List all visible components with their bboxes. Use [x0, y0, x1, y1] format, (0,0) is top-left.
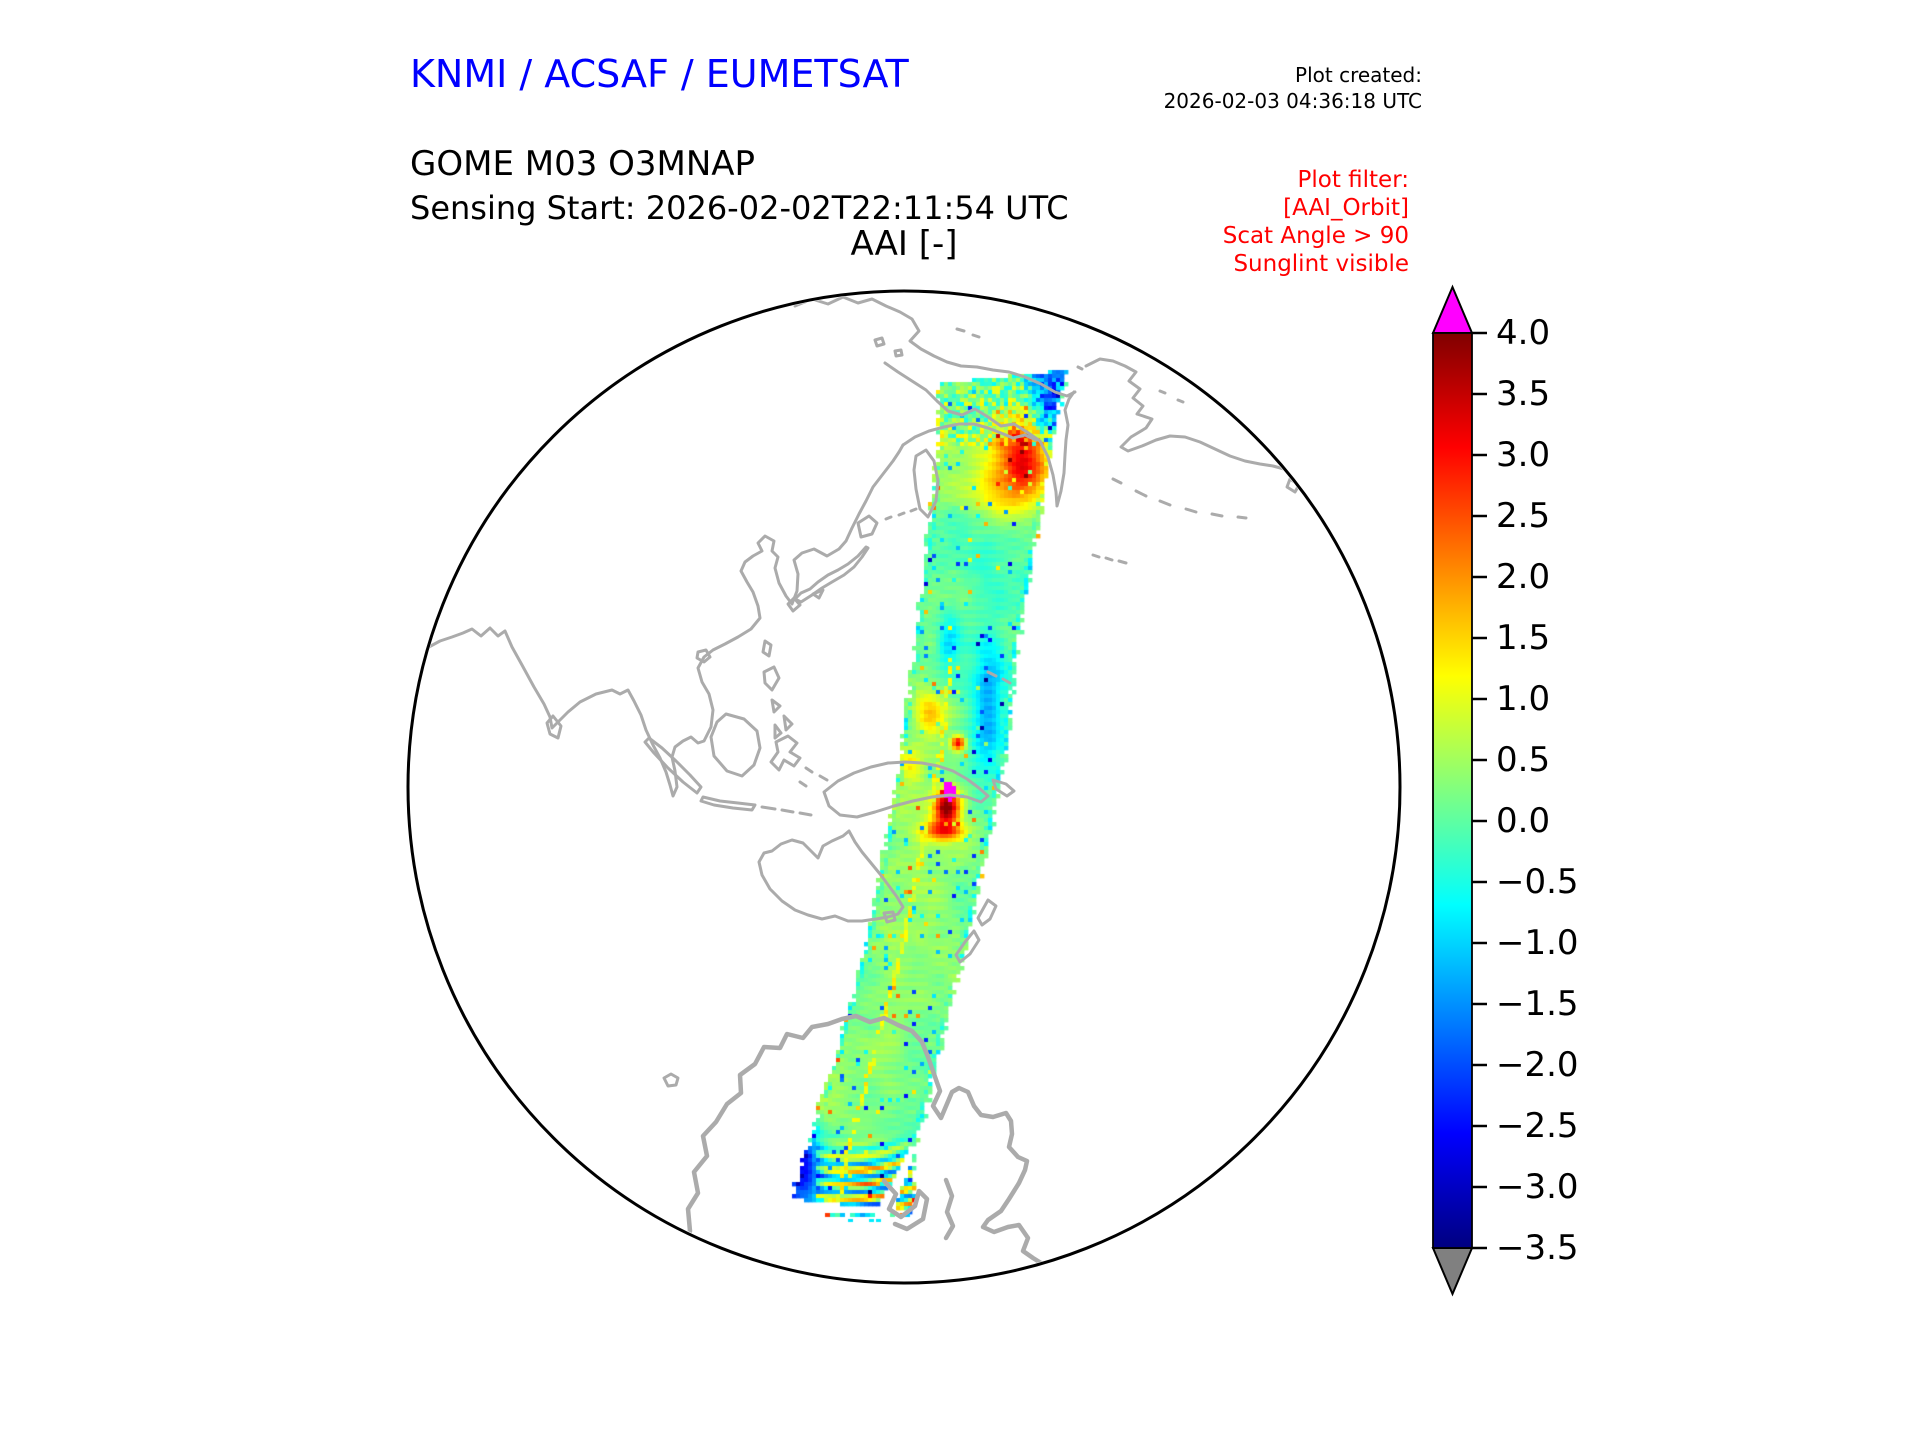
institution-title: KNMI / ACSAF / EUMETSAT: [410, 52, 909, 96]
plot-created: Plot created: 2026-02-03 04:36:18 UTC: [1164, 62, 1422, 114]
coastline-path: [695, 648, 712, 664]
colorbar-tick-label: −1.5: [1496, 984, 1579, 1024]
colorbar-tick-label: 3.5: [1496, 374, 1550, 414]
coastline-path: [986, 670, 998, 678]
colorbar-gradient-bar: [1432, 332, 1473, 1249]
coastline-path: [762, 665, 781, 692]
antarctica-coastline: [665, 1013, 1051, 1278]
coastline-path: [901, 422, 1038, 447]
coastline-path: [1111, 477, 1123, 485]
plot-filter: Plot filter: [AAI_Orbit] Scat Angle > 90…: [1223, 166, 1409, 278]
antarctica-coastline: [943, 1177, 956, 1241]
colorbar-tick-label: −1.0: [1496, 923, 1579, 963]
coastline-path: [804, 766, 814, 774]
coastline-path: [1236, 515, 1248, 520]
coastline-path: [1158, 499, 1172, 507]
coastline-path: [811, 588, 825, 600]
colorbar-tick-label: −2.5: [1496, 1106, 1579, 1146]
plot-created-value: 2026-02-03 04:36:18 UTC: [1163, 89, 1422, 113]
coastline-path: [1117, 559, 1128, 565]
colorbar-tick-label: −3.5: [1496, 1228, 1579, 1268]
coastline-path: [1091, 553, 1101, 559]
coastline-path: [883, 361, 1076, 508]
coastline-path: [856, 514, 879, 539]
sensing-start: Sensing Start: 2026-02-02T22:11:54 UTC: [410, 189, 1069, 227]
coastline-path: [822, 760, 990, 819]
colorbar-tick-label: −2.0: [1496, 1045, 1579, 1085]
coastline-path: [954, 929, 981, 964]
coastline-path: [770, 698, 782, 714]
coastline-path: [769, 734, 802, 772]
coastline-path: [1001, 677, 1012, 685]
coastline-path: [1210, 512, 1224, 518]
coastline-path: [873, 336, 886, 348]
coastline-path: [1084, 357, 1286, 471]
coastline-path: [882, 910, 897, 924]
coastline-path: [798, 811, 813, 817]
coastline-path: [1184, 507, 1198, 514]
colorbar-tick-label: 3.0: [1496, 435, 1550, 475]
colorbar-tick-label: 0.5: [1496, 740, 1550, 780]
plot-filter-line: Sunglint visible: [1233, 251, 1409, 277]
coastline-path: [760, 805, 777, 811]
coastline-path: [793, 295, 1077, 398]
antarctica-coastline: [881, 1178, 930, 1232]
coastline-path: [545, 714, 563, 740]
coastline-path: [955, 327, 966, 333]
colorbar-tick-label: 4.0: [1496, 313, 1550, 353]
colorbar-tick-label: 1.0: [1496, 679, 1550, 719]
plot-filter-line: [AAI_Orbit]: [1283, 195, 1409, 221]
colorbar-tick-label: 0.0: [1496, 801, 1550, 841]
coastline-path: [1176, 398, 1185, 404]
plot-filter-line: Scat Angle > 90: [1222, 223, 1409, 249]
plot-filter-line: Plot filter:: [1297, 167, 1409, 193]
coastline-path: [893, 348, 904, 358]
colorbar-tick-label: 2.0: [1496, 557, 1550, 597]
colorbar-tick-label: −3.0: [1496, 1167, 1579, 1207]
coastline-path: [798, 780, 808, 788]
coastline-path: [786, 596, 802, 613]
coastlines: [425, 295, 1301, 1278]
colorbar-tick-label: 1.5: [1496, 618, 1550, 658]
coastline-path: [1134, 489, 1148, 498]
coastline-path: [780, 808, 795, 814]
colorbar-under-arrow: [1431, 1247, 1474, 1297]
coastline-path: [1104, 556, 1114, 562]
coastline-path: [884, 515, 893, 521]
coastline-path: [761, 639, 773, 658]
colorbar-over-arrow: [1431, 284, 1474, 334]
coastline-path: [976, 898, 998, 927]
globe-outline-circle: [406, 289, 1402, 1285]
coastline-path: [662, 1072, 680, 1088]
colorbar-tick-label: 2.5: [1496, 496, 1550, 536]
coastline-path: [757, 829, 905, 923]
product-title: GOME M03 O3MNAP: [410, 144, 756, 184]
coastline-path: [991, 778, 1016, 798]
coastline-path: [1158, 389, 1167, 395]
coastline-path: [643, 736, 703, 795]
coastline-path: [699, 795, 757, 812]
colorbar-tick-label: −0.5: [1496, 862, 1579, 902]
plot-created-label: Plot created:: [1295, 63, 1422, 87]
coastline-path: [912, 448, 940, 519]
coastline-path: [709, 712, 762, 778]
coastline-path: [971, 333, 981, 339]
coastline-path: [782, 714, 794, 732]
coastline-path: [1076, 365, 1084, 371]
coastline-path: [897, 511, 906, 517]
coastline-path: [818, 774, 829, 782]
coastline-path: [773, 723, 783, 740]
coastline-path: [909, 507, 918, 513]
map-title: AAI [-]: [850, 224, 958, 264]
